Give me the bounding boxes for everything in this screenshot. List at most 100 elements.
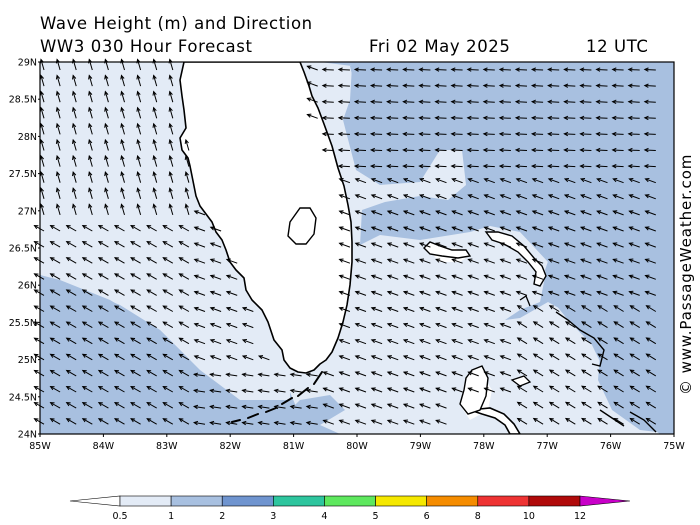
direction-arrow — [451, 322, 463, 329]
direction-arrow — [81, 369, 93, 377]
direction-arrow — [548, 369, 560, 377]
direction-arrow — [644, 258, 656, 264]
direction-arrow — [627, 99, 640, 105]
direction-arrow — [209, 404, 222, 410]
direction-arrow — [178, 224, 190, 232]
direction-arrow — [579, 274, 592, 280]
direction-arrow — [579, 178, 592, 184]
direction-arrow — [435, 403, 447, 409]
direction-arrow — [337, 115, 350, 121]
direction-arrow — [450, 164, 463, 169]
direction-arrow — [113, 353, 125, 361]
direction-arrow — [152, 122, 158, 135]
direction-arrow — [337, 164, 350, 169]
direction-arrow — [643, 164, 656, 169]
lake-okeechobee — [287, 207, 317, 245]
legend-swatch — [528, 495, 581, 507]
direction-arrow — [645, 337, 657, 345]
direction-arrow — [113, 241, 125, 248]
direction-arrow — [579, 242, 592, 248]
direction-arrow — [581, 353, 592, 361]
direction-arrow — [71, 203, 77, 216]
direction-arrow — [130, 369, 141, 377]
band-1-2m-strait — [280, 395, 345, 430]
legend-swatch — [477, 495, 530, 507]
direction-arrow — [55, 154, 61, 167]
direction-arrow — [612, 290, 624, 296]
lat-label: 27N — [18, 206, 37, 217]
direction-arrow — [225, 339, 238, 345]
direction-arrow — [628, 242, 640, 248]
lat-label: 24.5N — [9, 392, 37, 403]
direction-arrow — [531, 194, 544, 200]
direction-arrow — [482, 131, 495, 137]
direction-arrow — [353, 115, 367, 121]
direction-arrow — [120, 203, 125, 216]
direction-arrow — [596, 210, 608, 216]
direction-arrow — [55, 106, 61, 119]
direction-arrow — [564, 353, 576, 361]
direction-arrow — [241, 355, 254, 361]
direction-arrow — [162, 321, 174, 329]
direction-arrow — [596, 290, 608, 296]
direction-arrow — [596, 242, 608, 248]
direction-arrow — [146, 337, 157, 345]
direction-arrow — [225, 404, 238, 410]
direction-arrow — [65, 418, 77, 425]
direction-arrow — [597, 401, 608, 409]
direction-arrow — [434, 147, 447, 153]
direction-arrow — [104, 106, 109, 119]
direction-arrow — [515, 258, 528, 264]
direction-arrow — [152, 106, 158, 119]
direction-arrow — [611, 83, 624, 88]
direction-arrow — [402, 306, 415, 312]
direction-arrow — [120, 187, 125, 199]
direction-arrow — [418, 178, 431, 184]
direction-arrow — [499, 258, 512, 264]
direction-arrow — [627, 67, 640, 72]
legend-tick-label: 4 — [321, 511, 327, 522]
direction-arrow — [354, 355, 367, 361]
direction-arrow — [97, 273, 109, 280]
direction-arrow — [354, 226, 367, 232]
direction-arrow — [370, 194, 383, 200]
direction-arrow — [209, 274, 222, 280]
direction-arrow — [33, 385, 45, 393]
direction-arrow — [370, 242, 383, 248]
direction-arrow — [579, 131, 592, 137]
direction-arrow — [33, 273, 45, 280]
direction-arrow — [418, 147, 431, 153]
direction-arrow — [418, 67, 431, 72]
direction-arrow — [514, 83, 528, 88]
direction-arrow — [113, 337, 125, 345]
direction-arrow — [532, 417, 544, 425]
direction-arrow — [168, 187, 174, 199]
direction-arrow — [130, 321, 141, 329]
lat-label: 24N — [18, 430, 37, 441]
direction-arrow — [146, 402, 157, 409]
direction-arrow — [97, 257, 109, 264]
direction-arrow — [88, 171, 93, 183]
direction-arrow — [386, 115, 399, 121]
direction-arrow — [532, 369, 544, 377]
direction-arrow — [152, 138, 158, 151]
direction-arrow — [192, 420, 206, 426]
direction-arrow — [595, 164, 608, 169]
eleuthera-island — [555, 311, 605, 367]
direction-arrow — [402, 322, 415, 329]
direction-arrow — [402, 339, 415, 345]
direction-arrow — [71, 122, 77, 135]
direction-arrow — [370, 371, 383, 377]
direction-arrow — [225, 355, 238, 361]
direction-arrow — [33, 402, 45, 409]
direction-arrow — [548, 353, 560, 361]
direction-arrow — [178, 369, 190, 377]
direction-arrow — [581, 417, 592, 425]
lat-label: 25.5N — [9, 318, 37, 329]
direction-arrow — [65, 241, 77, 248]
direction-arrow — [514, 99, 528, 105]
direction-arrow — [579, 164, 592, 169]
direction-arrow — [104, 154, 109, 167]
direction-arrow — [466, 83, 479, 88]
direction-arrow — [628, 178, 640, 184]
